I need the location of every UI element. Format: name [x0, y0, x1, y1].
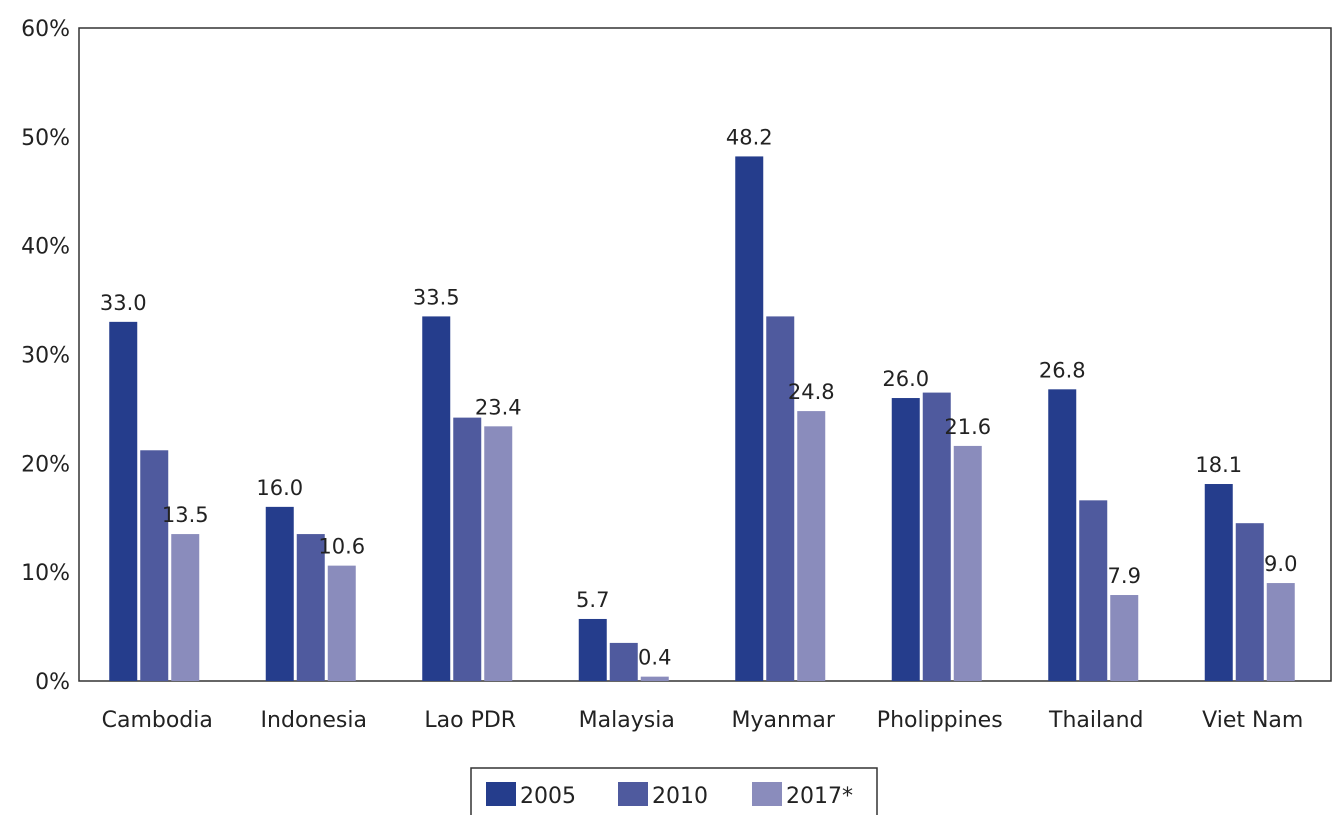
data-label: 10.6 [318, 535, 365, 559]
data-label: 33.0 [100, 291, 147, 315]
x-axis-categories: Cambodia Indonesia Lao PDR Malaysia Myanmar P… [102, 708, 1304, 733]
x-category-label: Indonesia [261, 708, 367, 733]
bar-2017-malaysia [640, 676, 669, 681]
bar-2017-thailand [1110, 595, 1139, 681]
legend-box [470, 767, 878, 815]
bar-2005-thailand [1048, 389, 1077, 681]
data-label: 21.6 [944, 415, 991, 439]
bar-2010-pholippines [922, 392, 951, 681]
plot-frame [78, 27, 1332, 682]
bar-2005-myanmar [735, 156, 764, 681]
plot-border [78, 27, 1332, 682]
y-axis-ticks: 0% 10% 20% 30% 40% 50% 60% [21, 17, 70, 695]
x-category-label: Myanmar [732, 708, 836, 733]
bar-2005-viet-nam [1204, 484, 1233, 681]
y-tick-label: 40% [21, 235, 70, 260]
bars [109, 156, 1295, 681]
legend-label: 2010 [652, 784, 708, 809]
legend-swatch [486, 782, 516, 806]
data-label: 18.1 [1195, 453, 1242, 477]
bar-2010-thailand [1079, 500, 1108, 681]
x-category-label: Malaysia [579, 708, 675, 733]
data-label: 48.2 [726, 125, 773, 149]
bar-2017-lao-pdr [484, 426, 513, 681]
bar-2005-indonesia [265, 506, 294, 681]
data-label: 24.8 [788, 380, 835, 404]
bar-2010-cambodia [140, 450, 169, 681]
data-label: 26.8 [1039, 358, 1086, 382]
y-tick-label: 50% [21, 126, 70, 151]
data-label: 16.0 [256, 476, 303, 500]
legend-label: 2017* [786, 784, 853, 809]
bar-2010-lao-pdr [453, 417, 482, 681]
bar-2010-viet-nam [1235, 523, 1264, 681]
bar-2017-indonesia [327, 565, 356, 681]
x-category-label: Thailand [1048, 708, 1143, 733]
bar-2005-cambodia [109, 321, 138, 681]
y-tick-label: 30% [21, 344, 70, 369]
legend: 2005 2010 2017* [470, 767, 878, 815]
data-label: 33.5 [413, 285, 460, 309]
bar-2017-viet-nam [1266, 583, 1295, 681]
bar-2005-pholippines [891, 398, 920, 681]
bar-2005-malaysia [578, 618, 607, 681]
legend-swatch [752, 782, 782, 806]
data-labels: 33.0 13.5 16.0 10.6 33.5 23.4 5.7 0.4 48.2 24.8 26… [100, 125, 1298, 669]
bar-2017-myanmar [797, 411, 826, 681]
bar-2005-lao-pdr [422, 316, 451, 681]
data-label: 7.9 [1108, 564, 1141, 588]
data-label: 5.7 [576, 588, 609, 612]
data-label: 26.0 [882, 367, 929, 391]
y-tick-label: 20% [21, 452, 70, 477]
data-label: 0.4 [638, 646, 671, 670]
legend-label: 2005 [520, 784, 576, 809]
data-label: 9.0 [1264, 552, 1297, 576]
x-category-label: Lao PDR [424, 708, 516, 733]
legend-swatch [618, 782, 648, 806]
x-category-label: Viet Nam [1202, 708, 1303, 733]
data-label: 13.5 [162, 503, 209, 527]
bar-2010-malaysia [609, 642, 638, 681]
y-tick-label: 10% [21, 561, 70, 586]
x-category-label: Pholippines [877, 708, 1003, 733]
data-label: 23.4 [475, 395, 522, 419]
bar-2010-indonesia [296, 534, 325, 681]
y-tick-label: 0% [35, 670, 70, 695]
bar-2017-cambodia [171, 534, 200, 681]
y-tick-label: 60% [21, 17, 70, 42]
bar-2010-myanmar [766, 316, 795, 681]
bar-2017-pholippines [953, 445, 982, 681]
x-category-label: Cambodia [102, 708, 213, 733]
